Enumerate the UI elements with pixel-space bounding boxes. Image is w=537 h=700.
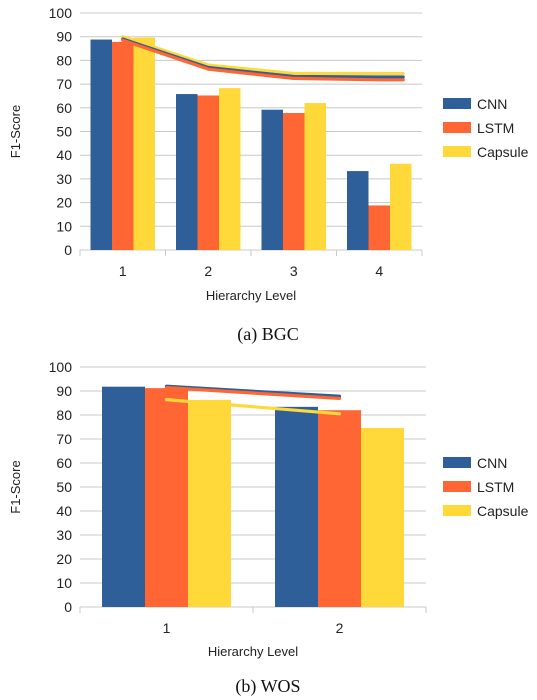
caption-wos: (b) WOS: [235, 676, 300, 697]
wos-y-tick-label: 30: [56, 527, 72, 543]
bgc-legend-label-lstm: LSTM: [477, 120, 514, 136]
wos-bar-capsule: [188, 399, 231, 607]
bgc-y-tick-label: 80: [56, 52, 72, 68]
wos-chart: 0 10 20 30 40 50 60 70 80 90 100 1 2 Hierarchy Level F…: [8, 359, 529, 659]
wos-bar-lstm: [145, 388, 188, 607]
wos-y-tick-label: 100: [49, 359, 73, 375]
wos-line-lstm: [164, 386, 342, 401]
bgc-legend-swatch-lstm: [443, 122, 471, 133]
bgc-bar-cnn: [90, 39, 112, 250]
wos-x-axis-label: Hierarchy Level: [208, 644, 298, 659]
wos-y-tick-label: 50: [56, 479, 72, 495]
bgc-bar-cnn: [347, 171, 369, 250]
bgc-y-tick-label: 90: [56, 29, 72, 45]
bgc-line-capsule: [121, 35, 405, 76]
bgc-y-tick-label: 20: [56, 195, 72, 211]
bgc-y-tick-label: 0: [64, 242, 72, 258]
wos-bar-lstm: [318, 410, 361, 607]
bgc-bar-lstm: [197, 95, 219, 250]
bgc-x-tick-label: 4: [375, 263, 383, 279]
wos-legend-label-cnn: CNN: [477, 455, 507, 471]
bgc-bar-cnn: [176, 94, 198, 250]
wos-bar-cnn: [275, 406, 318, 607]
bgc-y-axis-label: F1-Score: [8, 105, 23, 158]
wos-bar-cnn: [102, 386, 145, 607]
bgc-x-tick-label: 2: [204, 263, 212, 279]
bgc-bar-cnn: [261, 109, 283, 250]
wos-y-axis-label: F1-Score: [8, 460, 23, 513]
bgc-bar-lstm: [283, 113, 305, 250]
bgc-x-axis-label: Hierarchy Level: [206, 288, 296, 303]
bgc-y-tick-label: 10: [56, 218, 72, 234]
bgc-bar-capsule: [133, 37, 155, 251]
bgc-bar-capsule: [304, 103, 326, 250]
bgc-x-tick-label: 3: [290, 263, 298, 279]
bgc-x-tick-label: 1: [119, 263, 127, 279]
bgc-y-tick-label: 50: [56, 124, 72, 140]
bgc-y-tick-label: 40: [56, 147, 72, 163]
wos-bar-capsule: [361, 427, 404, 607]
bgc-legend-swatch-cnn: [443, 98, 471, 109]
wos-y-tick-label: 10: [56, 575, 72, 591]
wos-legend-swatch-lstm: [443, 481, 471, 492]
bgc-chart: 0 10 20 30 40 50 60 70 80 90 100 1 2 3 4 Hierarchy Leve…: [8, 5, 529, 303]
wos-legend-swatch-cnn: [443, 457, 471, 468]
bgc-y-tick-label: 60: [56, 100, 72, 116]
wos-y-tick-label: 90: [56, 383, 72, 399]
wos-y-tick-label: 60: [56, 455, 72, 471]
wos-legend-label-capsule: Capsule: [477, 503, 529, 519]
wos-y-tick-label: 70: [56, 431, 72, 447]
bgc-y-tick-label: 30: [56, 171, 72, 187]
bgc-y-tick-label: 100: [49, 5, 73, 21]
bgc-legend-swatch-capsule: [443, 146, 471, 157]
wos-x-tick-label: 2: [336, 620, 344, 636]
bgc-bar-lstm: [112, 41, 134, 250]
wos-y-tick-label: 0: [64, 599, 72, 615]
bgc-bar-capsule: [390, 163, 412, 250]
wos-x-tick-label: 1: [163, 620, 171, 636]
bgc-bar-lstm: [368, 205, 390, 250]
bgc-bar-capsule: [219, 88, 241, 250]
wos-y-tick-label: 40: [56, 503, 72, 519]
wos-legend-swatch-capsule: [443, 505, 471, 516]
bgc-line-lstm: [121, 38, 405, 82]
bgc-legend-label-capsule: Capsule: [477, 144, 529, 160]
wos-y-tick-label: 80: [56, 407, 72, 423]
wos-legend-label-lstm: LSTM: [477, 479, 514, 495]
caption-bgc: (a) BGC: [237, 324, 299, 345]
bgc-y-tick-label: 70: [56, 76, 72, 92]
bgc-legend-label-cnn: CNN: [477, 96, 507, 112]
wos-line-capsule: [164, 398, 342, 416]
wos-y-tick-label: 20: [56, 551, 72, 567]
